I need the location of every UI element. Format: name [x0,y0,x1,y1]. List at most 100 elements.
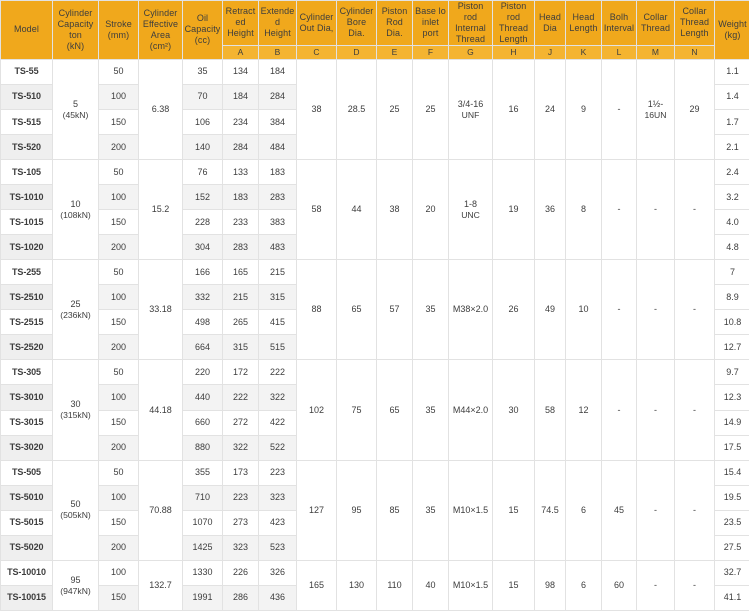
col-header-oil-capacity: Oil Capacity (cc) [182,0,223,60]
cell-weight: 1.4 [714,83,749,110]
cell-stroke: 200 [98,534,139,561]
collar-thread-line1: - [654,504,657,515]
cell-weight: 8.9 [714,284,749,311]
capacity-kn: (45kN) [62,109,89,120]
cell-collar-thread-length: - [674,559,715,611]
cell-weight: 3.2 [714,184,749,211]
cell-stroke: 150 [98,584,139,611]
cell-stroke: 150 [98,409,139,436]
collar-thread-line1: - [654,204,657,215]
cell-collar-thread: - [636,459,675,561]
cell-base-to-inlet: 35 [412,259,449,361]
letter-code-j: J [534,44,566,60]
cell-oil-capacity: 70 [182,83,223,110]
cell-cylinder-out-dia: 88 [296,259,337,361]
rod-thread-line1: M38×2.0 [452,304,489,315]
cell-cylinder-out-dia: 38 [296,58,337,161]
capacity-value: 50 [70,499,81,510]
oil-line2: Capacity [184,24,221,35]
cell-retracted-height: 322 [222,434,259,461]
oil-line3: (cc) [194,35,211,46]
cell-retracted-height: 233 [222,209,259,236]
capacity-line2: Capacity [57,18,94,29]
cell-stroke: 150 [98,108,139,136]
cell-stroke: 200 [98,334,139,361]
cell-extended-height: 315 [258,284,297,311]
cell-head-length: 6 [565,459,602,561]
col-header-retracted-height: Retracted Height [222,0,259,46]
roddia-line1: Piston [381,6,408,17]
letter-code-a: A [222,44,259,60]
cell-retracted-height: 222 [222,384,259,411]
cell-model: TS-2515 [0,309,53,336]
stroke-line2: (mm) [107,29,130,40]
cell-retracted-height: 165 [222,259,259,286]
cell-weight: 15.4 [714,459,749,486]
col-header-effective-area: Cylinder Effective Area (cm²) [138,0,183,60]
retracted-line2: Height [227,28,254,39]
table-row: TS-520 200 140 284 484 2.1 [0,134,749,161]
table-body: TS-55 5 (45kN) 50 6.38 35 134 184 38 28.5 25 25 3/4-… [0,58,749,611]
table-row: TS-515 150 106 234 384 1.7 [0,108,749,136]
cell-oil-capacity: 140 [182,134,223,161]
col-header-cylinder-bore-dia: Cylinder Bore Dia. [336,0,377,46]
cell-retracted-height: 184 [222,83,259,110]
table-row: TS-105 10 (108kN) 50 15.2 76 133 183 58 44 38 20 1-8… [0,159,749,261]
cell-stroke: 150 [98,509,139,536]
cell-stroke: 100 [98,83,139,110]
cell-extended-height: 384 [258,108,297,136]
cell-oil-capacity: 710 [182,484,223,511]
rod-thread-line1: M10×1.5 [452,579,489,590]
cell-effective-area: 6.38 [138,58,183,161]
cell-model: TS-2520 [0,334,53,361]
cell-base-to-inlet: 35 [412,359,449,461]
cell-effective-area: 132.7 [138,559,183,611]
collar-line2: Thread [640,22,671,33]
cell-retracted-height: 223 [222,484,259,511]
cell-retracted-height: 215 [222,284,259,311]
cell-oil-capacity: 660 [182,409,223,436]
oil-line1: Oil [196,13,209,24]
collar-thread-line1: - [654,304,657,315]
cell-retracted-height: 284 [222,134,259,161]
cell-model: TS-5010 [0,484,53,511]
cell-base-to-inlet: 35 [412,459,449,561]
rod-thread-line1: M44×2.0 [452,404,489,415]
cell-model: TS-55 [0,58,53,85]
cell-piston-rod-thread-length: 26 [492,259,535,361]
cell-oil-capacity: 440 [182,384,223,411]
retracted-line1: Retracted [225,6,256,28]
cell-retracted-height: 315 [222,334,259,361]
cell-model: TS-105 [0,159,53,186]
cell-bolt-interval: - [601,159,637,261]
cell-cylinder-out-dia: 165 [296,559,337,611]
table-row: TS-505 50 (505kN) 50 70.88 355 173 223 127 95 85 35… [0,459,749,561]
table-row: TS-1020 200 304 283 483 4.8 [0,234,749,261]
cell-cylinder-capacity: 95 (947kN) [52,559,99,611]
cell-piston-rod-thread-length: 16 [492,58,535,161]
collar-thread-line1: 1½- [647,98,664,109]
cell-weight: 9.7 [714,359,749,386]
letter-code-c: C [296,44,337,60]
cell-model: TS-255 [0,259,53,286]
table-row: TS-5020 200 1425 323 523 27.5 [0,534,749,561]
cell-piston-rod-dia: 110 [376,559,413,611]
capacity-kn: (236kN) [60,310,91,321]
table-row: TS-10010 95 (947kN) 100 132.7 1330 226 326 165 13… [0,559,749,611]
cell-model: TS-5015 [0,509,53,536]
cell-oil-capacity: 1991 [182,584,223,611]
cell-base-to-inlet: 40 [412,559,449,611]
cell-collar-thread-length: - [674,259,715,361]
cell-weight: 10.8 [714,309,749,336]
cell-weight: 12.7 [714,334,749,361]
col-header-weight: Weight (kg) [714,0,749,60]
bolt-line2: Interval [603,22,635,33]
cell-model: TS-510 [0,83,53,110]
table-row: TS-1015 150 228 233 383 4.0 [0,209,749,236]
cell-oil-capacity: 152 [182,184,223,211]
cell-cylinder-capacity: 25 (236kN) [52,259,99,361]
letter-code-k: K [565,44,602,60]
letter-code-h: H [492,44,535,60]
